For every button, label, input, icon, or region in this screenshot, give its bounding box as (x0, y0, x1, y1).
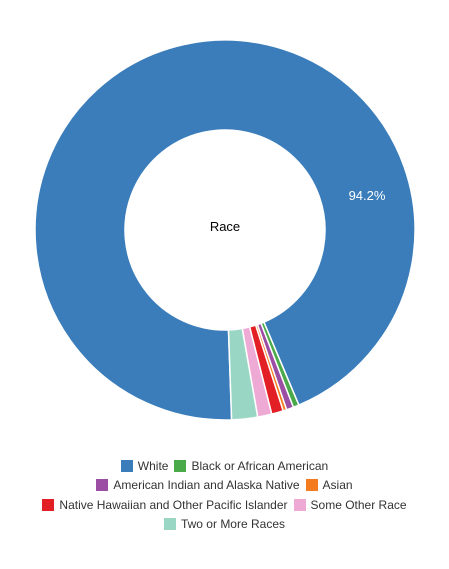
legend-label: Native Hawaiian and Other Pacific Island… (59, 497, 288, 512)
legend-item-american-indian-and-alaska-native[interactable]: American Indian and Alaska Native (96, 478, 300, 493)
slice-white[interactable] (34, 39, 416, 421)
legend-row: American Indian and Alaska Native Asian (0, 476, 449, 496)
legend-item-two-or-more-races[interactable]: Two or More Races (163, 517, 286, 532)
legend-swatch (174, 459, 187, 472)
data-label-white: 94.2% (349, 188, 386, 203)
legend-row: Native Hawaiian and Other Pacific Island… (0, 495, 449, 515)
legend-label: White (137, 458, 169, 473)
legend-item-native-hawaiian-and-other-pacific-islander[interactable]: Native Hawaiian and Other Pacific Island… (42, 497, 288, 512)
legend-item-asian[interactable]: Asian (305, 478, 353, 493)
legend-swatch (163, 518, 176, 531)
chart-title: Race (210, 219, 240, 234)
legend-label: Black or African American (191, 458, 329, 473)
legend-row: White Black or African American (0, 456, 449, 476)
legend-swatch (293, 498, 306, 511)
legend-swatch (120, 459, 133, 472)
chart-legend: White Black or African American American… (0, 456, 449, 534)
legend-label: Some Other Race (310, 497, 407, 512)
legend-label: American Indian and Alaska Native (113, 478, 300, 493)
legend-item-black-or-african-american[interactable]: Black or African American (174, 459, 328, 473)
legend-swatch (305, 479, 318, 492)
legend-item-some-other-race[interactable]: Some Other Race (293, 497, 407, 512)
legend-item-white[interactable]: White (120, 458, 169, 473)
legend-row: Two or More Races (0, 515, 449, 535)
legend-label: Two or More Races (180, 517, 286, 532)
legend-swatch (96, 479, 109, 492)
slice-two-or-more-races[interactable] (227, 327, 259, 421)
legend-label: Asian (322, 478, 353, 493)
chart-slices (34, 39, 416, 421)
legend-swatch (42, 498, 55, 511)
